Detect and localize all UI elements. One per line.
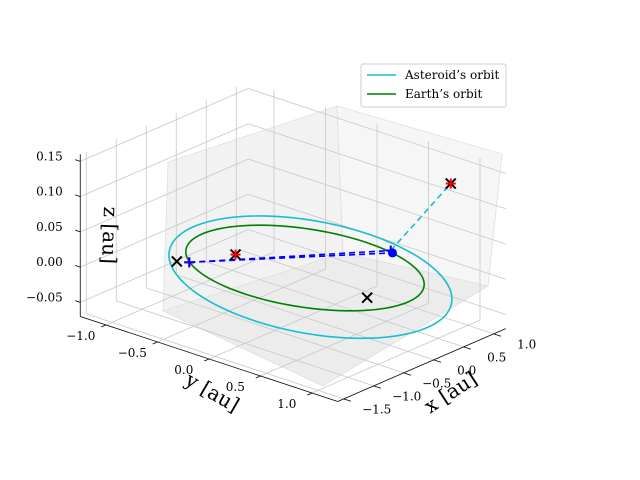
y-tick-label: 0.5 [487,351,506,365]
x-tick-label: −0.5 [118,346,147,360]
z-tick-label: 0.15 [36,149,63,163]
grid-line-z [80,229,249,303]
grid-line-z [80,88,249,162]
grid-line-z [248,88,506,174]
z-tick-mark [74,265,81,268]
transfer-leg [189,252,393,264]
transfer-leg [390,183,452,252]
y-tick-label: 1.0 [517,338,536,352]
grid-line-y [176,274,434,361]
grid-line-y [236,248,494,335]
x-tick-label: 0.0 [174,363,193,377]
z-tick-label: −0.05 [26,290,63,304]
grid-line-x [311,319,481,394]
grid-line-y [206,261,464,348]
x-tick-mark [204,358,210,362]
grid-line-z [80,123,249,197]
dot-marker [387,248,397,258]
z-tick-label: 0.05 [36,220,63,234]
legend-box [360,63,507,108]
axes [74,154,506,402]
grid-line-x [208,285,378,360]
plus-marker [184,257,195,268]
orbits [168,215,453,340]
markers [171,177,457,304]
x-tick-mark [307,392,313,396]
y-tick-mark [403,372,412,376]
asteroid-orbit [168,215,453,340]
plus-marker [230,249,241,260]
y-tick-mark [343,398,352,402]
legend-label-earth: Earth’s orbit [405,87,482,101]
x-tick-label: −1.0 [66,329,95,343]
grid-line-y [116,300,374,387]
tick-labels: −1.0−0.50.00.51.01.00.50.0−0.5−1.0−1.5−0… [26,149,536,416]
grid-line-x [157,268,326,343]
x-marker [361,291,373,304]
x-axis-label: x [au] [420,366,482,418]
y-axis-line [337,328,506,402]
y-tick-label: −1.0 [392,390,421,404]
y-tick-label: −0.5 [422,377,451,391]
grid-line-z [80,158,249,233]
x-tick-label: 0.5 [226,380,245,394]
y-tick-label: −1.5 [362,403,391,417]
x-tick-mark [101,324,107,328]
y-tick-mark [463,346,472,350]
grid-line-z [80,193,249,268]
z-tick-mark [74,229,81,233]
z-tick-mark [74,300,81,303]
legend-label-asteroid: Asteroid’s orbit [404,68,499,82]
earth-orbit [184,224,426,312]
z-tick-label: 0.00 [36,255,63,269]
grid-line-x [260,302,429,377]
plus-marker [445,178,456,189]
grid-line-z [248,158,506,245]
y-tick-mark [373,385,382,389]
y-tick-mark [493,333,502,337]
floor-pane [161,252,490,387]
grid-line-z [248,229,506,315]
x-tick-mark [152,341,158,345]
z-tick-mark [74,159,81,162]
legend: Asteroid’s orbit Earth’s orbit [360,63,507,108]
z-tick-label: 0.10 [36,185,63,199]
z-axis-label: z [au] [97,206,123,264]
transfer-legs [189,183,452,264]
grid-lines [80,86,506,400]
y-tick-mark [433,359,442,363]
y-tick-label: 0.0 [457,364,476,378]
x-tick-label: 1.0 [277,397,296,411]
grid-line-y [86,313,344,400]
x-marker [171,255,183,268]
y-axis-label: y [au] [180,367,243,417]
grid-line-z [248,123,506,210]
z-tick-mark [74,194,81,197]
grid-line-y [146,287,404,374]
x-tick-mark [255,375,261,379]
